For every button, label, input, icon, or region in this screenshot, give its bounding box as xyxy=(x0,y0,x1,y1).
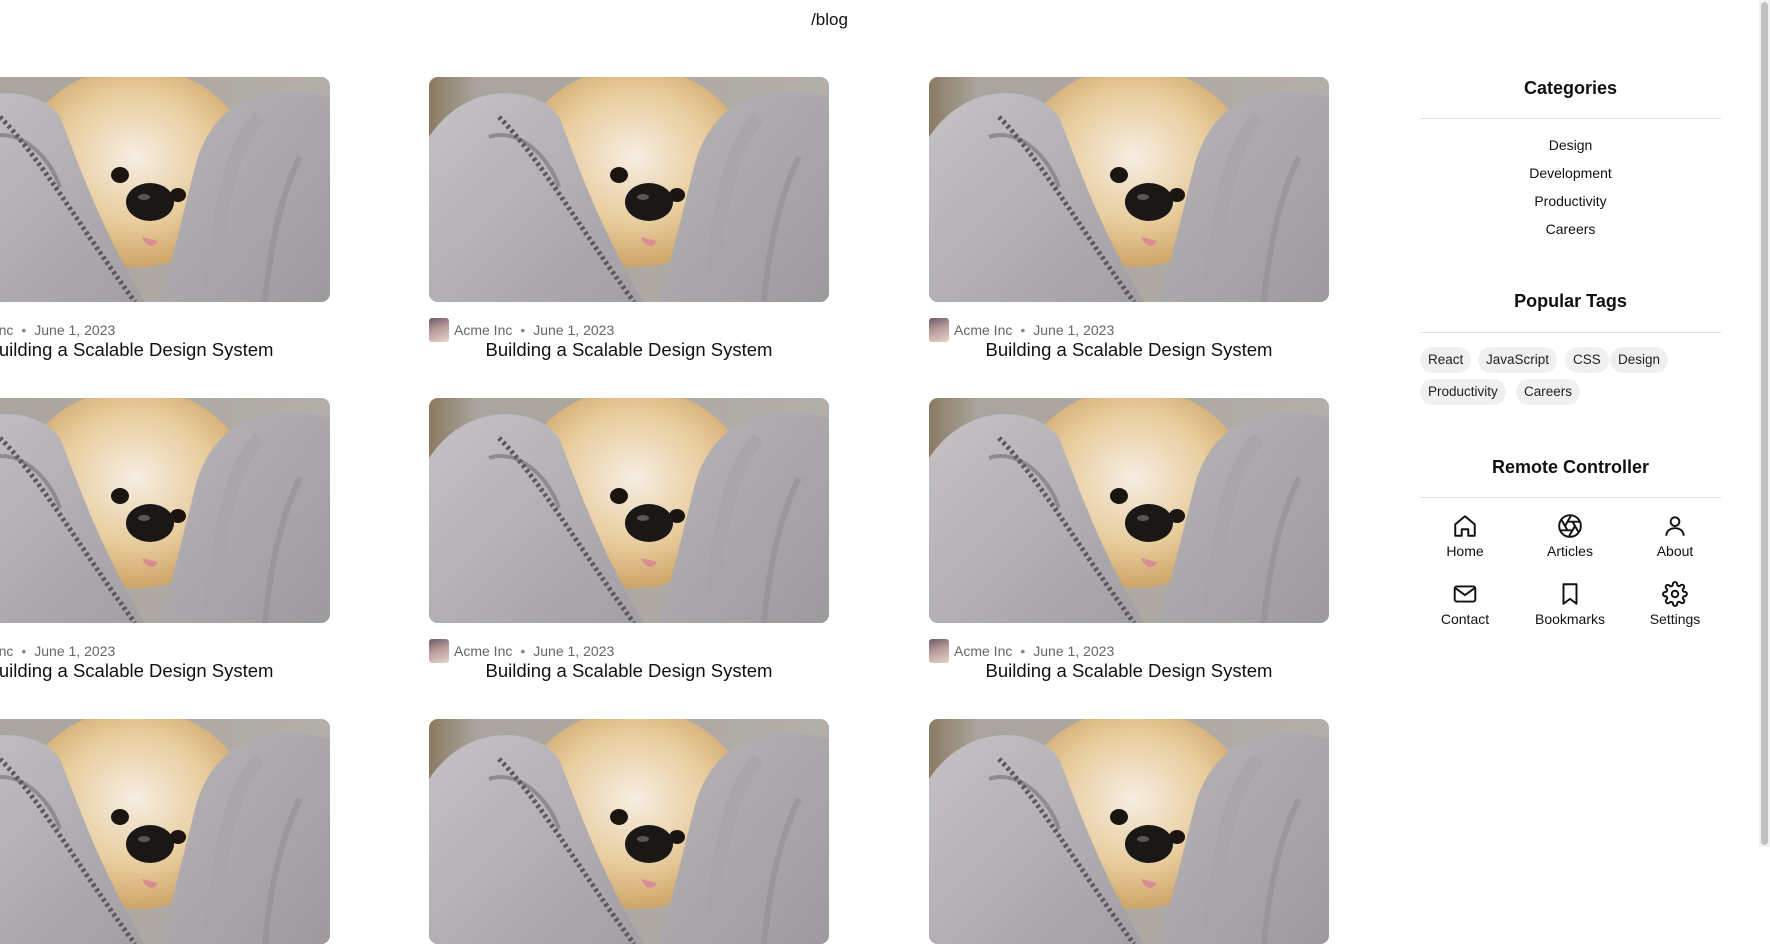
route-path: /blog xyxy=(811,10,848,29)
divider xyxy=(1420,118,1721,119)
post-date: June 1, 2023 xyxy=(533,322,615,338)
category-design[interactable]: Design xyxy=(1548,137,1593,153)
remote-contact-label: Contact xyxy=(1440,611,1490,627)
categories-heading: Categories xyxy=(1523,78,1618,98)
author-avatar xyxy=(929,318,949,342)
post-meta: Acme Inc • June 1, 2023 xyxy=(0,638,115,664)
meta-separator: • xyxy=(520,322,526,338)
divider xyxy=(1420,332,1721,333)
post-title[interactable]: Building a Scalable Design System xyxy=(485,660,773,681)
post-date: June 1, 2023 xyxy=(1033,643,1115,659)
post-title[interactable]: Building a Scalable Design System xyxy=(0,660,274,681)
vertical-scrollbar[interactable] xyxy=(1759,0,1770,847)
user-icon xyxy=(1625,512,1725,540)
author-name: Acme Inc xyxy=(0,643,14,659)
remote-settings-label: Settings xyxy=(1649,611,1701,627)
mail-icon xyxy=(1415,580,1515,608)
remote-articles-label: Articles xyxy=(1547,543,1593,559)
post-thumbnail[interactable] xyxy=(429,398,829,623)
post-date: June 1, 2023 xyxy=(34,322,116,338)
post-meta: Acme Inc • June 1, 2023 xyxy=(0,317,115,343)
post-title[interactable]: Building a Scalable Design System xyxy=(0,339,274,360)
remote-home-label: Home xyxy=(1446,543,1484,559)
post-date: June 1, 2023 xyxy=(533,643,615,659)
remote-about-button[interactable]: About xyxy=(1625,512,1725,559)
remote-about-label: About xyxy=(1656,543,1694,559)
remote-bookmarks-button[interactable]: Bookmarks xyxy=(1520,580,1620,627)
category-careers[interactable]: Careers xyxy=(1545,221,1596,237)
category-productivity[interactable]: Productivity xyxy=(1534,193,1607,209)
meta-separator: • xyxy=(21,322,27,338)
post-thumbnail[interactable] xyxy=(429,719,829,944)
tag-react[interactable]: React xyxy=(1420,347,1472,373)
author-avatar xyxy=(429,639,449,663)
author-avatar xyxy=(429,318,449,342)
post-meta: Acme Inc • June 1, 2023 xyxy=(429,638,614,664)
author-avatar xyxy=(929,639,949,663)
tag-design[interactable]: Design xyxy=(1610,347,1669,373)
post-meta: Acme Inc • June 1, 2023 xyxy=(929,317,1114,343)
meta-separator: • xyxy=(1020,322,1026,338)
tag-javascript[interactable]: JavaScript xyxy=(1478,347,1558,373)
post-thumbnail[interactable] xyxy=(0,398,330,623)
meta-separator: • xyxy=(1020,643,1026,659)
author-name: Acme Inc xyxy=(954,643,1013,659)
post-thumbnail[interactable] xyxy=(429,77,829,302)
remote-settings-button[interactable]: Settings xyxy=(1625,580,1725,627)
remote-home-button[interactable]: Home xyxy=(1415,512,1515,559)
post-title[interactable]: Building a Scalable Design System xyxy=(485,339,773,360)
post-thumbnail[interactable] xyxy=(0,719,330,944)
meta-separator: • xyxy=(520,643,526,659)
category-development[interactable]: Development xyxy=(1529,165,1612,181)
divider xyxy=(1420,497,1721,498)
meta-separator: • xyxy=(21,643,27,659)
post-title[interactable]: Building a Scalable Design System xyxy=(985,660,1273,681)
remote-bookmarks-label: Bookmarks xyxy=(1534,611,1606,627)
post-thumbnail[interactable] xyxy=(929,398,1329,623)
post-date: June 1, 2023 xyxy=(34,643,116,659)
tag-css[interactable]: CSS xyxy=(1565,347,1609,373)
post-date: June 1, 2023 xyxy=(1033,322,1115,338)
post-thumbnail[interactable] xyxy=(929,719,1329,944)
tag-careers[interactable]: Careers xyxy=(1516,379,1581,405)
post-meta: Acme Inc • June 1, 2023 xyxy=(429,317,614,343)
popular-tags-heading: Popular Tags xyxy=(1514,291,1627,311)
author-name: Acme Inc xyxy=(454,643,513,659)
bookmark-icon xyxy=(1520,580,1620,608)
home-icon xyxy=(1415,512,1515,540)
gear-icon xyxy=(1625,580,1725,608)
author-name: Acme Inc xyxy=(454,322,513,338)
author-name: Acme Inc xyxy=(954,322,1013,338)
remote-articles-button[interactable]: Articles xyxy=(1520,512,1620,559)
remote-contact-button[interactable]: Contact xyxy=(1415,580,1515,627)
scrollbar-thumb[interactable] xyxy=(1761,2,1768,845)
remote-controller-heading: Remote Controller xyxy=(1491,457,1650,477)
author-name: Acme Inc xyxy=(0,322,14,338)
post-thumbnail[interactable] xyxy=(0,77,330,302)
tag-productivity[interactable]: Productivity xyxy=(1420,379,1506,405)
aperture-icon xyxy=(1520,512,1620,540)
post-title[interactable]: Building a Scalable Design System xyxy=(985,339,1273,360)
post-thumbnail[interactable] xyxy=(929,77,1329,302)
post-meta: Acme Inc • June 1, 2023 xyxy=(929,638,1114,664)
